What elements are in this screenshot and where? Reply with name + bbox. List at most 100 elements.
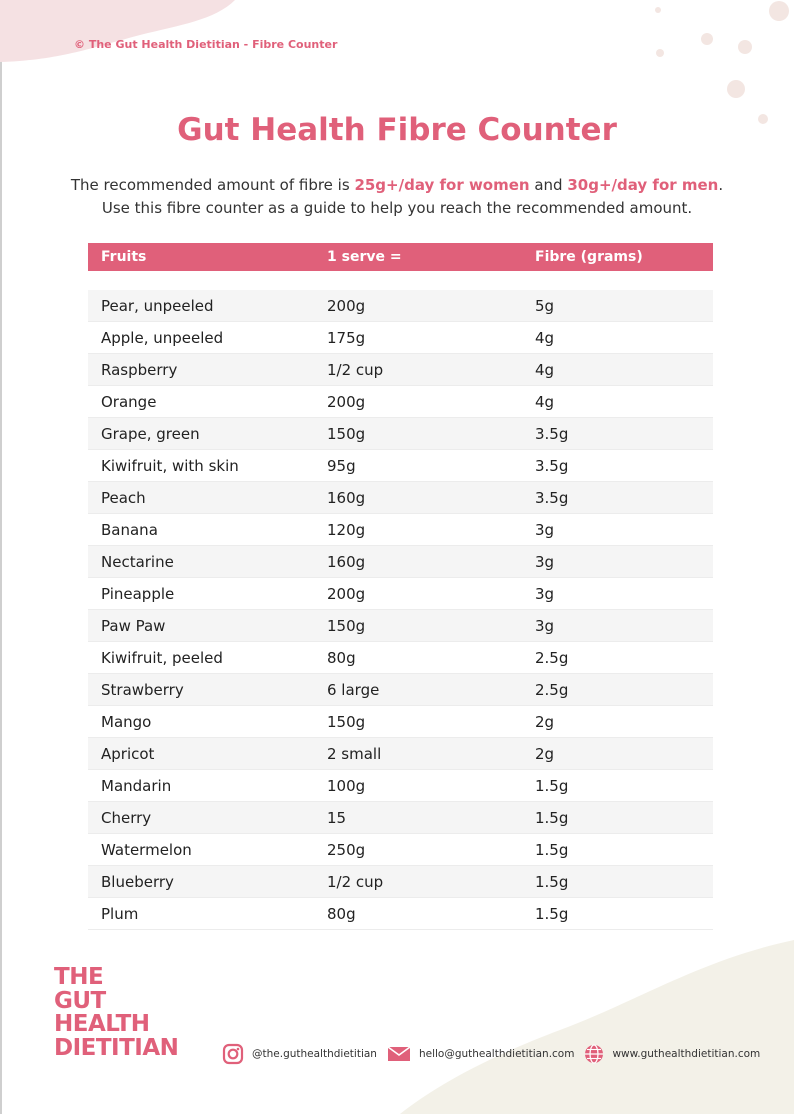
table-row: Pineapple 200g 3g [88,578,713,610]
table-cell: 150g [327,712,366,731]
table-cell: Raspberry [101,360,178,379]
table-cell: 95g [327,456,356,475]
table-cell: 3.5g [535,424,569,443]
table-cell: 2.5g [535,680,569,699]
table-cell: 200g [327,584,366,603]
table-cell: 4g [535,392,555,411]
table-row: Mango 150g 2g [88,706,713,738]
table-row: Cherry 15 1.5g [88,802,713,834]
table-cell: Blueberry [101,872,174,891]
table-cell: Orange [101,392,157,411]
table-row: Orange 200g 4g [88,386,713,418]
table-cell: 250g [327,840,366,859]
email-icon [387,1046,411,1061]
table-cell: Pear, unpeeled [101,296,214,315]
table-row: Plum 80g 1.5g [88,898,713,930]
logo-line: GUT [54,987,106,1014]
table-cell: 1.5g [535,840,569,859]
table-cell: 3g [535,520,555,539]
instagram-icon [222,1043,244,1065]
instagram[interactable]: @the.guthealthdietitian [252,1048,377,1060]
footer: @the.guthealthdietitian hello@guthealthd… [222,1043,760,1065]
table-cell: Paw Paw [101,616,166,635]
table-cell: 3.5g [535,456,569,475]
table-cell: Peach [101,488,146,507]
intro-line: The recommended amount of fibre is 25g+/… [0,174,794,197]
highlight: 30g+/day for men [567,176,719,194]
table-cell: 1.5g [535,776,569,795]
table-row: Mandarin 100g 1.5g [88,770,713,802]
table-row: Blueberry 1/2 cup 1.5g [88,866,713,898]
table-cell: 15 [327,808,347,827]
table-cell: 1.5g [535,904,569,923]
table-cell: Kiwifruit, peeled [101,648,223,667]
table-cell: 150g [327,424,366,443]
table-row: Strawberry 6 large 2.5g [88,674,713,706]
table-cell: 2 small [327,744,382,763]
table-cell: 200g [327,392,366,411]
table-cell: 80g [327,904,356,923]
table-row: Peach 160g 3.5g [88,482,713,514]
table-cell: 80g [327,648,356,667]
table-cell: 160g [327,552,366,571]
table-cell: 1/2 cup [327,872,384,891]
table: Fruits 1 serve = Fibre (grams) Pear, unp… [88,243,713,930]
table-cell: 120g [327,520,366,539]
email[interactable]: hello@guthealthdietitian.com [418,1048,575,1060]
logo-line: DIETITIAN [54,1034,179,1061]
table-cell: 200g [327,296,366,315]
table-cell: Watermelon [101,840,192,859]
table-row: Apricot 2 small 2g [88,738,713,770]
table-cell: Strawberry [101,680,184,699]
table-cell: 1.5g [535,872,569,891]
table-cell: 3g [535,584,555,603]
column-header: Fibre (grams) [535,249,643,265]
header: © The Gut Health Dietitian - Fibre Count… [74,38,338,51]
table-row: Kiwifruit, with skin 95g 3.5g [88,450,713,482]
text: . [718,176,724,194]
title: Gut Health Fibre Counter [177,112,617,148]
table-cell: 2g [535,712,555,731]
table-row: Pear, unpeeled 200g 5g [88,290,713,322]
table-row: Paw Paw 150g 3g [88,610,713,642]
table-cell: 1.5g [535,808,569,827]
table-cell: 2.5g [535,648,569,667]
table-cell: Apricot [101,744,155,763]
table-cell: 4g [535,360,555,379]
website[interactable]: www.guthealthdietitian.com [612,1048,761,1060]
table-cell: 175g [327,328,366,347]
logo-line: HEALTH [54,1011,150,1037]
table-cell: 5g [535,296,555,315]
table-cell: Nectarine [101,552,174,571]
table-row: Banana 120g 3g [88,514,713,546]
logo-line: THE [54,964,104,990]
table-cell: Kiwifruit, with skin [101,456,239,475]
table-cell: 3g [535,616,555,635]
web-icon [585,1044,604,1064]
table-row: Grape, green 150g 3.5g [88,418,713,450]
table-row: Watermelon 250g 1.5g [88,834,713,866]
text: The recommended amount of fibre is [70,176,355,194]
table-row: Raspberry 1/2 cup 4g [88,354,713,386]
table-cell: 1/2 cup [327,360,384,379]
table-row: Kiwifruit, peeled 80g 2.5g [88,642,713,674]
table-cell: 150g [327,616,366,635]
intro: The recommended amount of fibre is 25g+/… [0,174,794,220]
table-cell: Pineapple [101,584,175,603]
table-cell: Banana [101,520,158,539]
intro-line: Use this fibre counter as a guide to hel… [101,199,693,217]
table-cell: 3g [535,552,555,571]
table-body: Pear, unpeeled 200g 5g Apple, unpeeled 175g 4… [88,290,713,930]
table-cell: Grape, green [101,424,200,443]
table-cell: 2g [535,744,555,763]
highlight: 25g+/day for women [354,176,530,194]
table-cell: Apple, unpeeled [101,328,224,347]
column-header: Fruits [101,249,147,265]
table-cell: 4g [535,328,555,347]
table-row: Nectarine 160g 3g [88,546,713,578]
table-cell: 3.5g [535,488,569,507]
table-header: Fruits 1 serve = Fibre (grams) [88,243,713,271]
table-row: Apple, unpeeled 175g 4g [88,322,713,354]
